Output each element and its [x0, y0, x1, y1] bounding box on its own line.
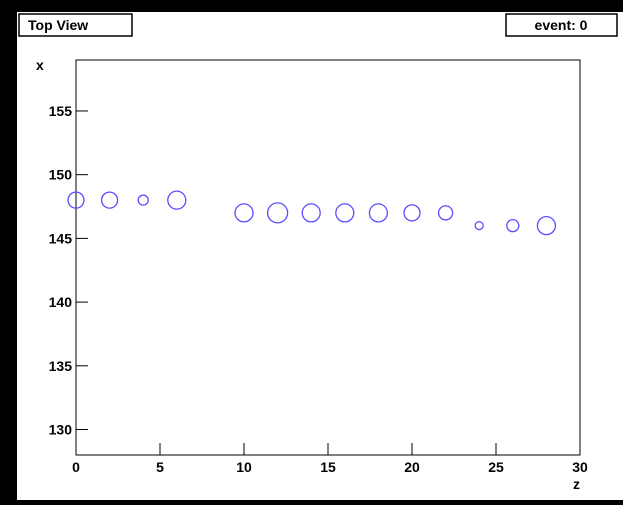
x-tick-label: 5 [156, 459, 164, 475]
x-tick-label: 25 [488, 459, 504, 475]
y-tick-label: 145 [49, 230, 73, 246]
x-tick-label: 0 [72, 459, 80, 475]
x-tick-label: 30 [572, 459, 588, 475]
y-tick-label: 140 [49, 294, 73, 310]
canvas [17, 12, 623, 500]
x-tick-label: 20 [404, 459, 420, 475]
y-tick-label: 130 [49, 422, 73, 438]
x-axis-label: z [573, 476, 580, 492]
y-tick-label: 150 [49, 167, 73, 183]
x-tick-label: 15 [320, 459, 336, 475]
y-tick-label: 155 [49, 103, 73, 119]
y-tick-label: 135 [49, 358, 73, 374]
event-label: event: 0 [535, 17, 588, 33]
y-axis-label: x [36, 57, 44, 73]
chart: Top View event: 0 x z 130135140145150155… [0, 0, 623, 500]
chart-title: Top View [28, 17, 88, 33]
x-tick-label: 10 [236, 459, 252, 475]
